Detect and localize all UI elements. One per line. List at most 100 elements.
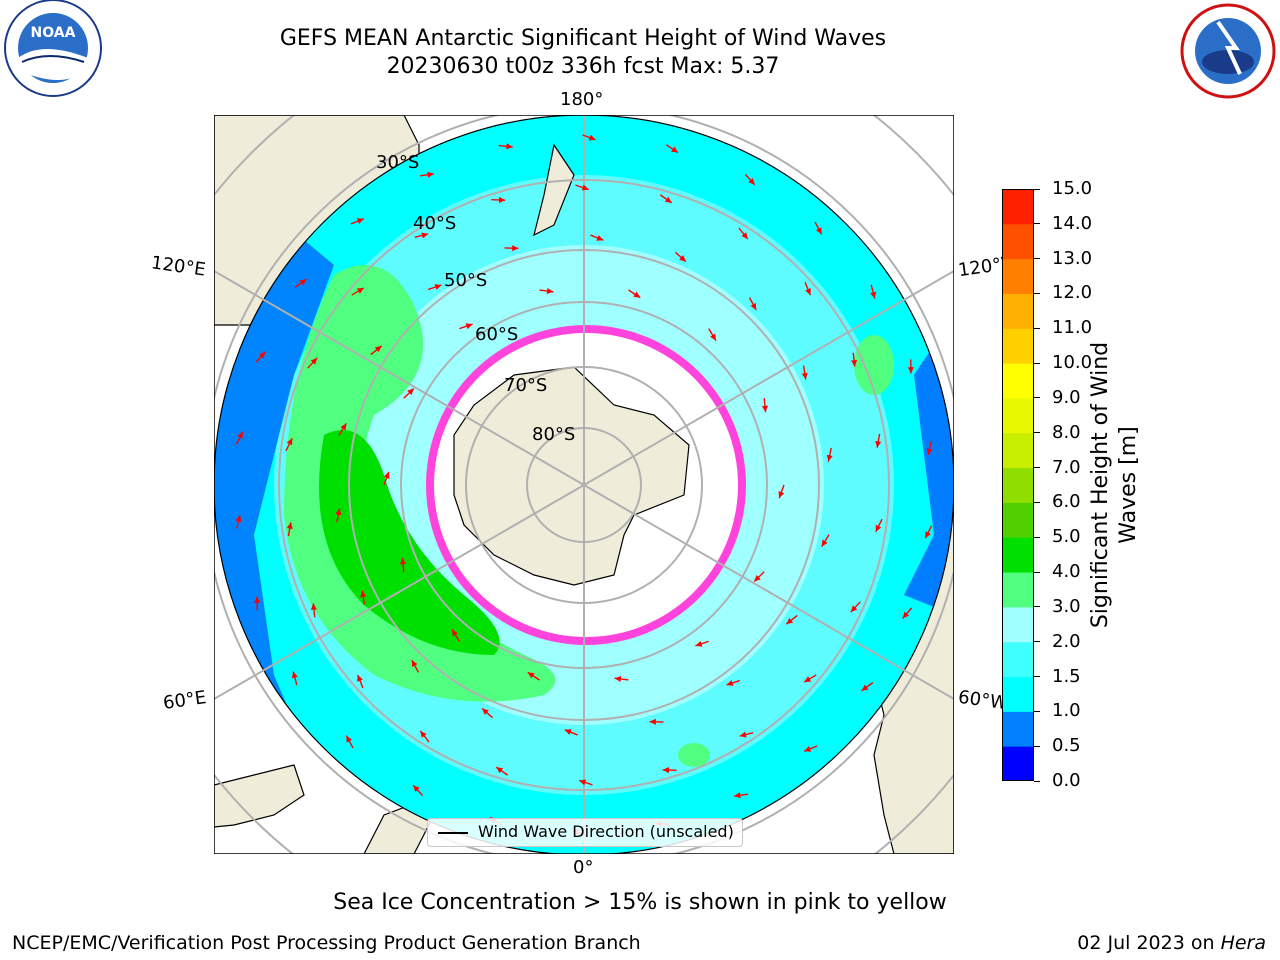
wind-wave-arrow-head: [805, 288, 811, 296]
colorbar-bin: [1002, 537, 1034, 573]
legend-label: Wind Wave Direction (unscaled): [478, 822, 734, 841]
wind-wave-arrow-head: [907, 367, 914, 374]
colorbar-bin: [1002, 223, 1034, 260]
footer-date-text: 02 Jul 2023 on: [1077, 932, 1221, 954]
wind-wave-arrow-head: [383, 471, 390, 479]
legend-line-swatch: [438, 832, 468, 834]
wind-wave-arrow-head: [356, 218, 364, 224]
colorbar-bin: [1002, 606, 1034, 643]
wind-wave-arrow-head: [741, 232, 748, 240]
wind-wave-arrow-head: [434, 284, 442, 290]
wind-wave-arrow-head: [804, 676, 812, 683]
wind-wave-arrow-head: [411, 660, 418, 668]
colorbar-tick-label: 10.0: [1052, 352, 1093, 374]
colorbar-bin: [1002, 641, 1034, 678]
wind-wave-arrow-head: [357, 674, 363, 682]
colorbar-tick-mark: [1034, 258, 1040, 260]
colorbar-bin: [1002, 363, 1034, 399]
wind-wave-arrow-head: [512, 245, 519, 252]
colorbar-tick-mark: [1034, 501, 1040, 503]
wind-wave-arrow-head: [649, 718, 656, 725]
wind-wave-arrow-head: [400, 557, 407, 565]
green-wave-region: [284, 265, 556, 702]
wind-wave-arrow-head: [346, 735, 352, 743]
colorbar-tick-mark: [1034, 292, 1040, 294]
lat-label-30s: 30°S: [376, 152, 420, 173]
wind-wave-arrow-head: [754, 574, 761, 582]
wind-wave-arrow-head: [925, 531, 931, 539]
wind-wave-arrow-head: [421, 232, 429, 239]
colorbar-bin: [1002, 467, 1034, 503]
wind-wave-arrow-head: [564, 729, 572, 735]
wind-wave-arrow-head: [413, 785, 420, 792]
wind-wave-arrow-head: [778, 491, 785, 499]
colorbar-bin: [1002, 189, 1034, 225]
wind-wave-arrow-head: [861, 684, 869, 691]
noaa-logo-text: NOAA: [31, 25, 76, 41]
colorbar-bin: [1002, 397, 1034, 434]
wind-wave-arrow-head: [299, 279, 307, 286]
antarctica-landmass: [453, 366, 690, 586]
wind-wave-arrow-head: [258, 351, 266, 359]
colorbar-tick-label: 7.0: [1052, 456, 1081, 478]
wind-wave-arrow-head: [286, 438, 293, 446]
wind-wave-arrow-head: [291, 671, 298, 679]
lat-label-60s: 60°S: [475, 324, 519, 345]
colorbar-tick-mark: [1034, 327, 1040, 329]
wind-wave-arrow-head: [710, 333, 716, 341]
wind-wave-arrow-head: [527, 672, 535, 679]
map-legend: Wind Wave Direction (unscaled): [427, 818, 743, 847]
colorbar-tick-label: 14.0: [1052, 212, 1093, 234]
colorbar: [1002, 189, 1034, 781]
wind-wave-arrow-head: [748, 178, 755, 185]
wind-wave-arrow-head: [821, 539, 828, 547]
wind-wave-arrow-head: [360, 590, 367, 598]
wind-wave-arrow-head: [816, 227, 822, 235]
colorbar-tick-label: 0.0: [1052, 770, 1081, 791]
new-zealand-island: [533, 143, 575, 237]
colorbar-tick-label: 9.0: [1052, 386, 1081, 408]
colorbar-tick-label: 8.0: [1052, 421, 1081, 443]
colorbar-tick-mark: [1034, 780, 1040, 782]
wind-wave-arrow-head: [679, 255, 686, 262]
lat-label-50s: 50°S: [444, 270, 488, 291]
colorbar-tick-mark: [1034, 745, 1040, 747]
colorbar-bin: [1002, 432, 1034, 469]
colorbar-tick-mark: [1034, 606, 1040, 608]
wind-wave-arrow-head: [420, 730, 427, 738]
colorbar-bin: [1002, 572, 1034, 608]
colorbar-bin: [1002, 258, 1034, 294]
wind-wave-arrow-head: [581, 184, 589, 191]
chart-subtitle: 20230630 t00z 336h fcst Max: 5.37: [386, 54, 780, 79]
wind-wave-arrow-head: [633, 291, 641, 298]
colorbar-tick-label: 0.5: [1052, 735, 1081, 757]
wind-wave-arrow-head: [739, 731, 747, 738]
wind-wave-arrow-head: [614, 676, 622, 683]
colorbar-tick-label: 3.0: [1052, 595, 1081, 617]
wind-wave-arrow-head: [826, 454, 833, 462]
wind-wave-arrow-head: [902, 611, 910, 619]
wind-wave-arrow-head: [235, 514, 242, 522]
colorbar-tick-label: 11.0: [1052, 317, 1093, 339]
wind-wave-arrow-head: [662, 767, 670, 774]
lon-label-60e: 60°E: [161, 687, 208, 714]
colorbar-tick-label: 6.0: [1052, 491, 1081, 513]
sea-ice-caption: Sea Ice Concentration > 15% is shown in …: [333, 890, 947, 915]
colorbar-tick-mark: [1034, 710, 1040, 712]
wind-wave-arrow-head: [761, 405, 768, 413]
colorbar-tick-mark: [1034, 188, 1040, 190]
wind-wave-arrow-head: [926, 448, 933, 456]
wind-wave-arrow-head: [310, 603, 317, 610]
colorbar-bin: [1002, 676, 1034, 712]
wind-wave-arrow-head: [374, 345, 382, 353]
wind-wave-arrow-head: [498, 196, 506, 203]
wind-wave-arrow-head: [850, 605, 858, 613]
colorbar-tick-mark: [1034, 536, 1040, 538]
wind-wave-arrow-head: [465, 323, 473, 330]
wind-wave-arrow-head: [286, 522, 293, 530]
wind-wave-arrow-head: [310, 357, 318, 365]
wind-wave-arrow-head: [506, 143, 513, 150]
polar-map: [214, 115, 954, 854]
colorbar-tick-mark: [1034, 571, 1040, 573]
colorbar-tick-label: 1.0: [1052, 700, 1081, 722]
